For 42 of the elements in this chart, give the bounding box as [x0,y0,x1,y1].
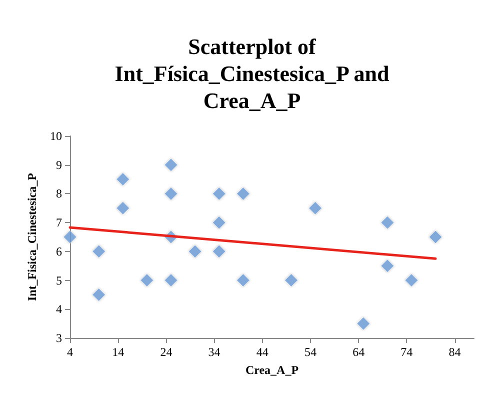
point [116,201,130,215]
point [188,244,202,258]
point [63,230,77,244]
y-tick-label: 4 [56,302,62,316]
y-tick-label: 7 [56,216,62,230]
y-tick-label: 6 [56,244,62,258]
point [428,230,442,244]
x-axis-title: Crea_A_P [245,363,299,377]
x-tick-label: 4 [67,345,73,359]
point [140,274,154,288]
x-tick-label: 44 [256,345,268,359]
point [164,186,178,200]
point [356,316,370,330]
y-tick-label: 5 [56,273,62,288]
point [308,201,322,215]
point [164,274,178,288]
x-tick-label: 84 [448,345,461,359]
point [284,274,298,288]
point [212,216,226,230]
x-tick-label: 24 [160,345,172,359]
x-tick-label: 74 [400,345,413,359]
y-tick-label: 10 [50,129,62,143]
y-tick-label: 8 [56,186,62,201]
x-tick-label: 64 [352,345,365,359]
chart-title: Scatterplot of Int_Física_Cinestesica_P and Crea_A_P [114,34,390,113]
point [380,216,394,230]
point [236,186,250,200]
x-tick-label: 34 [208,345,220,359]
y-axis-title: Int_Fisica_Cinestesica_P [25,173,39,301]
point [92,244,106,258]
point [212,244,226,258]
point [380,259,394,273]
point [116,172,130,186]
x-tick-label: 54 [304,345,316,359]
point [404,274,418,288]
point [92,288,106,302]
y-tick-label: 3 [56,331,62,345]
y-tick-label: 9 [56,158,62,172]
point [164,158,178,172]
point [212,186,226,200]
point [236,274,250,288]
x-tick-label: 14 [112,345,124,359]
